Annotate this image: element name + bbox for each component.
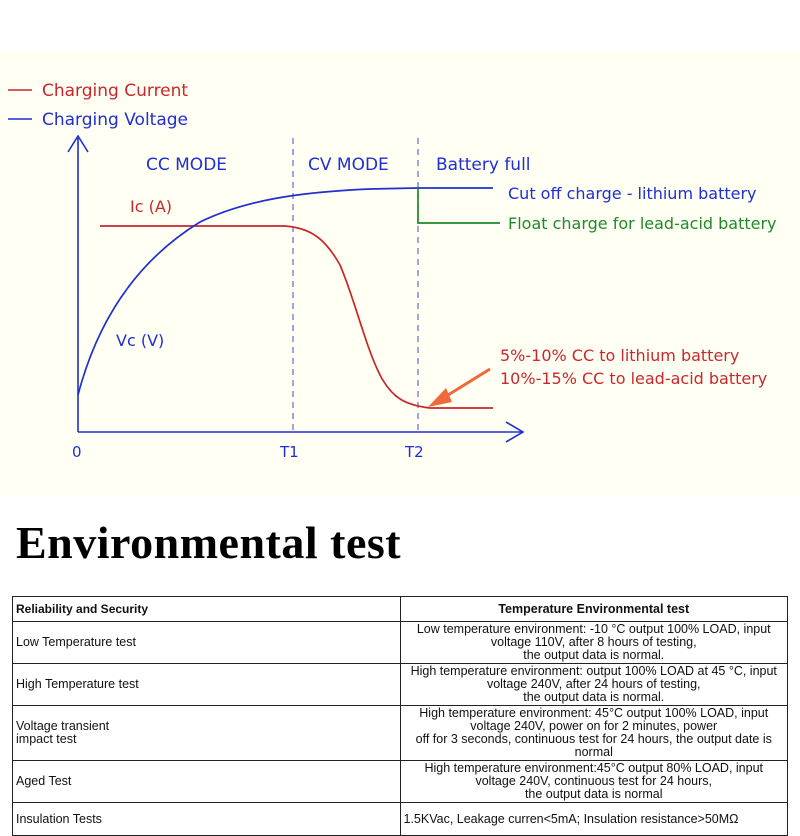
charging-current-curve xyxy=(100,225,493,409)
row-name: High Temperature test xyxy=(12,663,401,706)
diagram-panel xyxy=(0,50,800,495)
row-name: Voltage transient impact test xyxy=(12,705,401,761)
row-description-line: the output data is normal. xyxy=(523,690,665,704)
row-description: Low temperature environment: -10 °C outp… xyxy=(399,621,788,664)
row-description-line: High temperature environment:45°C output… xyxy=(424,761,764,788)
row-description-line: High temperature environment: output 100… xyxy=(410,664,777,691)
y-axis xyxy=(67,134,89,432)
table-row: Voltage transient impact test High tempe… xyxy=(12,705,788,761)
row-description-line: off for 3 seconds, continuous test for 2… xyxy=(415,732,772,759)
row-name: Low Temperature test xyxy=(12,621,401,664)
row-description-line: High temperature environment: 45°C outpu… xyxy=(419,706,769,733)
current-curve-label: Ic (A) xyxy=(130,197,172,216)
row-name: Aged Test xyxy=(12,760,401,803)
pointer-arrow xyxy=(428,367,491,407)
header-temperature: Temperature Environmental test xyxy=(399,596,788,622)
cutoff-annotation: Cut off charge - lithium battery xyxy=(508,184,757,203)
section-title: Environmental test xyxy=(16,517,402,568)
row-description: High temperature environment: output 100… xyxy=(399,663,788,706)
origin-label: 0 xyxy=(72,443,82,461)
row-description: High temperature environment: 45°C outpu… xyxy=(399,705,788,761)
table-header-row: Reliability and Security Temperature Env… xyxy=(12,596,788,622)
t1-label: T1 xyxy=(279,443,299,461)
row-description-line: the output data is normal. xyxy=(523,648,665,662)
x-axis xyxy=(78,421,525,443)
table-row: Aged Test High temperature environment:4… xyxy=(12,760,788,803)
voltage-curve-label: Vc (V) xyxy=(116,331,164,350)
t2-label: T2 xyxy=(404,443,424,461)
row-name-line: Voltage transient xyxy=(16,719,110,733)
cv-mode-label: CV MODE xyxy=(308,155,389,175)
row-name: Insulation Tests xyxy=(12,802,401,836)
cc-lithium-annotation: 5%-10% CC to lithium battery xyxy=(500,346,739,365)
table-row: Insulation Tests 1.5KVac, Leakage curren… xyxy=(12,802,788,836)
float-annotation: Float charge for lead-acid battery xyxy=(508,214,777,233)
cc-mode-label: CC MODE xyxy=(146,155,227,175)
table-row: Low Temperature test Low temperature env… xyxy=(12,621,788,664)
row-description: High temperature environment:45°C output… xyxy=(399,760,788,803)
row-description-line: the output data is normal xyxy=(524,787,663,801)
cc-lead-annotation: 10%-15% CC to lead-acid battery xyxy=(500,369,767,388)
legend-voltage-label: Charging Voltage xyxy=(42,110,188,130)
row-name-line: impact test xyxy=(16,732,77,746)
row-description: 1.5KVac, Leakage curren<5mA; Insulation … xyxy=(399,802,788,836)
charging-diagram: Charging Current Charging Voltage CC MOD… xyxy=(8,81,777,461)
legend-current-label: Charging Current xyxy=(42,81,188,101)
header-reliability: Reliability and Security xyxy=(12,596,401,622)
charging-voltage-curve xyxy=(77,187,419,396)
float-charge-line xyxy=(417,188,500,224)
row-description-line: Low temperature environment: -10 °C outp… xyxy=(416,622,771,649)
battery-full-label: Battery full xyxy=(436,155,531,175)
table-row: High Temperature test High temperature e… xyxy=(12,663,788,706)
environmental-test-table: Reliability and Security Temperature Env… xyxy=(12,596,788,836)
